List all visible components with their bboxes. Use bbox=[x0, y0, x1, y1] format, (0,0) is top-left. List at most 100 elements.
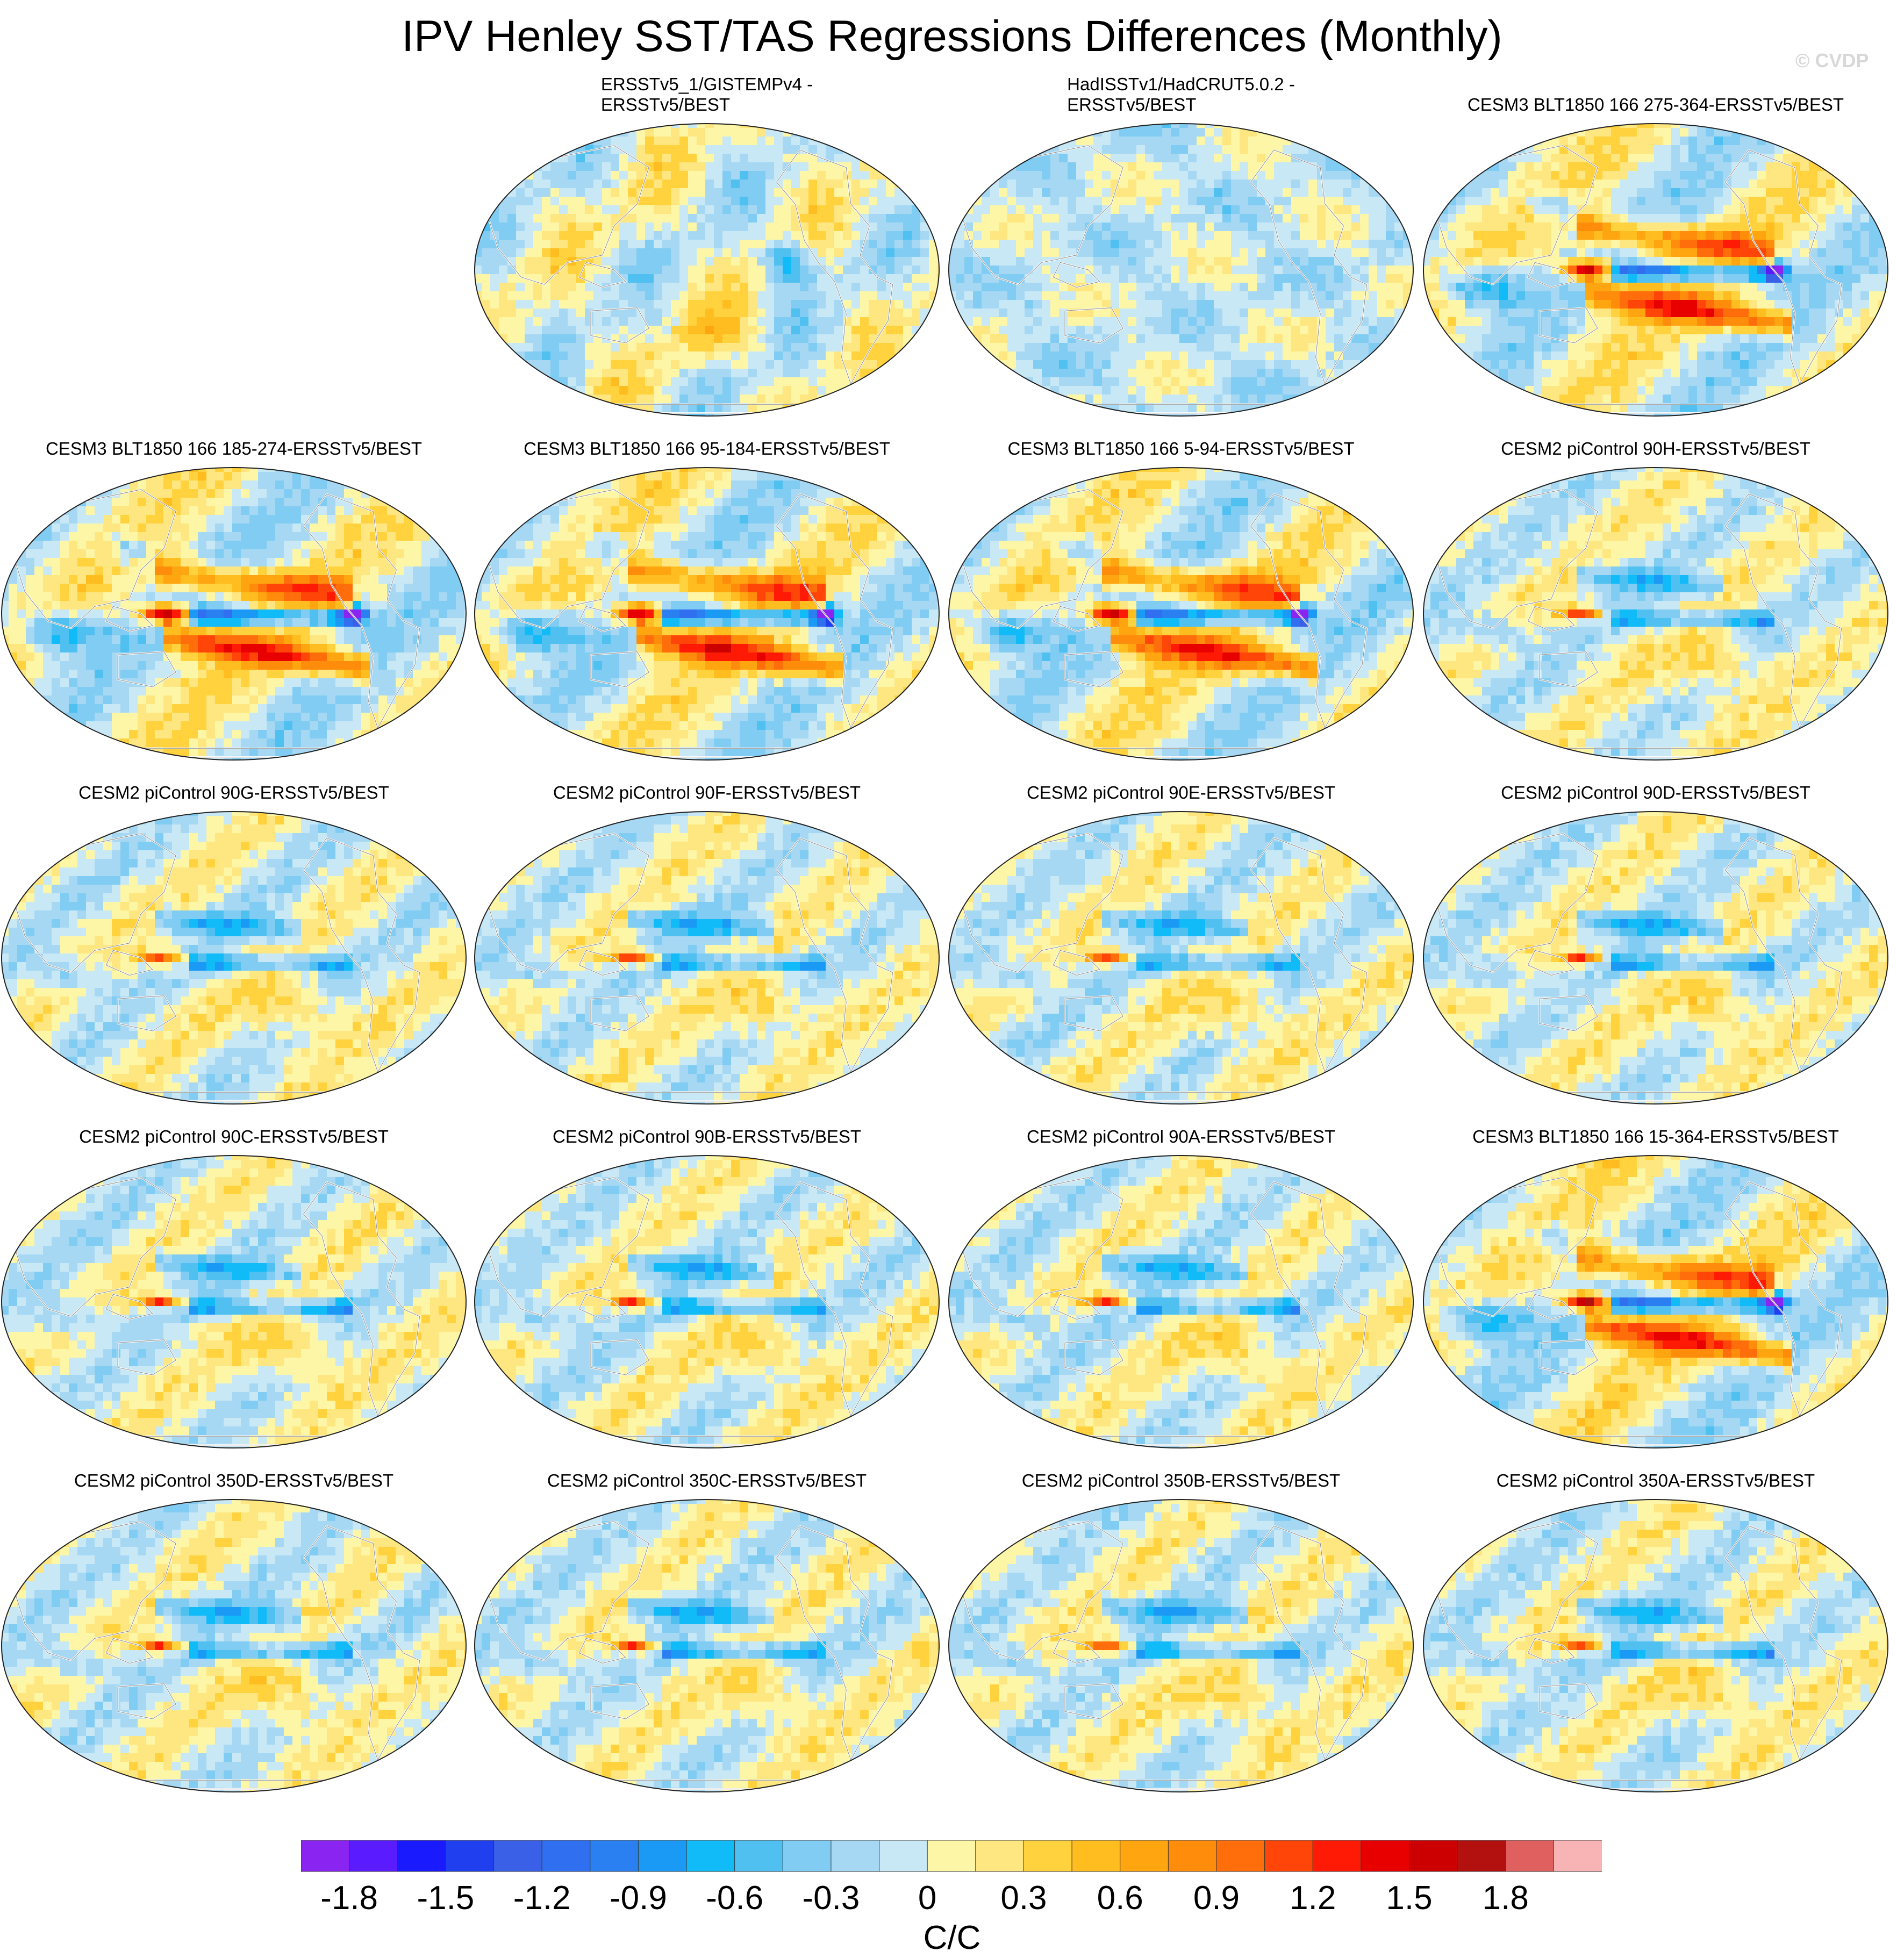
panel-title: CESM3 BLT1850 166 95-184-ERSSTv5/BEST bbox=[473, 425, 941, 459]
map-panel: ERSSTv5_1/GISTEMPv4 - ERSSTv5/BEST bbox=[473, 74, 941, 425]
figure-title: IPV Henley SST/TAS Regressions Differenc… bbox=[0, 10, 1904, 63]
colorbar-swatch bbox=[445, 1840, 495, 1872]
panel-title-text: CESM3 BLT1850 166 185-274-ERSSTv5/BEST bbox=[46, 439, 422, 459]
world-map bbox=[948, 467, 1414, 761]
world-map bbox=[1, 1499, 467, 1792]
panel-title: CESM3 BLT1850 166 15-364-ERSSTv5/BEST bbox=[1422, 1113, 1889, 1147]
panel-title: CESM2 piControl 90A-ERSSTv5/BEST bbox=[947, 1113, 1415, 1147]
panel-title: CESM2 piControl 90C-ERSSTv5/BEST bbox=[0, 1113, 468, 1147]
colorbar-swatch bbox=[686, 1840, 735, 1872]
map-panel: CESM3 BLT1850 166 15-364-ERSSTv5/BEST bbox=[1422, 1113, 1889, 1457]
panel-title: CESM2 piControl 350B-ERSSTv5/BEST bbox=[947, 1457, 1415, 1491]
panel-title: CESM2 piControl 350A-ERSSTv5/BEST bbox=[1422, 1457, 1889, 1491]
colorbar-swatch bbox=[879, 1840, 928, 1872]
panel-title-text: CESM2 piControl 90D-ERSSTv5/BEST bbox=[1501, 783, 1810, 803]
panel-title-text: CESM3 BLT1850 166 15-364-ERSSTv5/BEST bbox=[1472, 1127, 1839, 1147]
colorbar-tick-label: 0.3 bbox=[1000, 1879, 1047, 1917]
world-map bbox=[948, 811, 1414, 1104]
map-panel: CESM2 piControl 350D-ERSSTv5/BEST bbox=[0, 1457, 468, 1801]
colorbar bbox=[301, 1840, 1602, 1872]
panel-title: CESM3 BLT1850 166 5-94-ERSSTv5/BEST bbox=[947, 425, 1415, 459]
colorbar-swatch bbox=[1312, 1840, 1362, 1872]
colorbar-tick-label: -0.9 bbox=[610, 1879, 667, 1917]
colorbar-swatch bbox=[349, 1840, 398, 1872]
colorbar-tick-label: 1.2 bbox=[1290, 1879, 1336, 1917]
panel-title-text: CESM2 piControl 90B-ERSSTv5/BEST bbox=[553, 1127, 861, 1147]
world-map bbox=[948, 123, 1414, 417]
colorbar-swatch bbox=[1505, 1840, 1555, 1872]
world-map bbox=[948, 1499, 1414, 1792]
colorbar-tick-label: -0.3 bbox=[803, 1879, 860, 1917]
colorbar-swatch bbox=[1457, 1840, 1506, 1872]
colorbar-swatch bbox=[1023, 1840, 1073, 1872]
world-map bbox=[474, 811, 940, 1104]
map-panel: CESM2 piControl 350A-ERSSTv5/BEST bbox=[1422, 1457, 1889, 1801]
panel-title-text: CESM2 piControl 90C-ERSSTv5/BEST bbox=[79, 1127, 389, 1147]
world-map bbox=[1423, 811, 1888, 1104]
colorbar-swatch bbox=[301, 1840, 350, 1872]
colorbar-swatch bbox=[927, 1840, 976, 1872]
panel-title-text: CESM3 BLT1850 166 5-94-ERSSTv5/BEST bbox=[1007, 439, 1354, 459]
panel-title-text: CESM2 piControl 90H-ERSSTv5/BEST bbox=[1501, 439, 1810, 459]
colorbar-swatch bbox=[1553, 1840, 1602, 1872]
map-panel: CESM2 piControl 90F-ERSSTv5/BEST bbox=[473, 769, 941, 1113]
map-panel: CESM2 piControl 90G-ERSSTv5/BEST bbox=[0, 769, 468, 1113]
colorbar-tick-label: -1.8 bbox=[320, 1879, 378, 1917]
colorbar-swatch bbox=[734, 1840, 784, 1872]
map-panel: CESM2 piControl 350C-ERSSTv5/BEST bbox=[473, 1457, 941, 1801]
map-panel: CESM3 BLT1850 166 185-274-ERSSTv5/BEST bbox=[0, 425, 468, 769]
map-panel: CESM2 piControl 350B-ERSSTv5/BEST bbox=[947, 1457, 1415, 1801]
panel-title-text: CESM3 BLT1850 166 275-364-ERSSTv5/BEST bbox=[1468, 95, 1844, 115]
world-map bbox=[1423, 1155, 1888, 1448]
map-panel: CESM2 piControl 90H-ERSSTv5/BEST bbox=[1422, 425, 1889, 769]
colorbar-swatch bbox=[397, 1840, 446, 1872]
panel-title: CESM2 piControl 350C-ERSSTv5/BEST bbox=[473, 1457, 941, 1491]
colorbar-tick-label: -1.5 bbox=[417, 1879, 474, 1917]
panel-title-text: ERSSTv5_1/GISTEMPv4 - ERSSTv5/BEST bbox=[601, 74, 813, 115]
world-map bbox=[1423, 467, 1888, 761]
copyright-watermark: © CVDP bbox=[1795, 49, 1869, 72]
panel-title: CESM2 piControl 90G-ERSSTv5/BEST bbox=[0, 769, 468, 803]
colorbar-units: C/C bbox=[0, 1919, 1904, 1957]
world-map bbox=[948, 1155, 1414, 1448]
panel-title-text: CESM2 piControl 90G-ERSSTv5/BEST bbox=[78, 783, 389, 803]
map-panel: CESM2 piControl 90A-ERSSTv5/BEST bbox=[947, 1113, 1415, 1457]
world-map bbox=[474, 123, 940, 417]
panel-title-text: CESM2 piControl 350C-ERSSTv5/BEST bbox=[547, 1471, 867, 1491]
world-map bbox=[1423, 1499, 1888, 1792]
world-map bbox=[474, 1155, 940, 1448]
colorbar-tick-label: -1.2 bbox=[513, 1879, 571, 1917]
colorbar-tick-label: 1.8 bbox=[1483, 1879, 1529, 1917]
map-panel: CESM2 piControl 90D-ERSSTv5/BEST bbox=[1422, 769, 1889, 1113]
panel-title-text: CESM2 piControl 90A-ERSSTv5/BEST bbox=[1027, 1127, 1335, 1147]
panel-title-text: CESM3 BLT1850 166 95-184-ERSSTv5/BEST bbox=[524, 439, 890, 459]
panel-title-text: CESM2 piControl 350D-ERSSTv5/BEST bbox=[74, 1471, 393, 1491]
map-panel: CESM3 BLT1850 166 5-94-ERSSTv5/BEST bbox=[947, 425, 1415, 769]
panel-title-text: CESM2 piControl 350A-ERSSTv5/BEST bbox=[1497, 1471, 1815, 1491]
panel-title: CESM2 piControl 90B-ERSSTv5/BEST bbox=[473, 1113, 941, 1147]
panel-title: CESM3 BLT1850 166 275-364-ERSSTv5/BEST bbox=[1422, 81, 1889, 115]
map-panel: CESM2 piControl 90E-ERSSTv5/BEST bbox=[947, 769, 1415, 1113]
panel-title-text: CESM2 piControl 90E-ERSSTv5/BEST bbox=[1027, 783, 1335, 803]
colorbar-swatch bbox=[1071, 1840, 1121, 1872]
colorbar-tick-label: -0.6 bbox=[706, 1879, 763, 1917]
colorbar-tick-label: 1.5 bbox=[1386, 1879, 1432, 1917]
panel-title: HadISSTv1/HadCRUT5.0.2 - ERSSTv5/BEST bbox=[947, 74, 1415, 115]
colorbar-swatch bbox=[541, 1840, 591, 1872]
colorbar-tick-labels: -1.8 -1.5 -1.2 -0.9 -0.6 -0.3 0 0.3 0.6 0.9 1.2 1.5… bbox=[0, 1879, 1904, 1922]
panel-title-text: HadISSTv1/HadCRUT5.0.2 - ERSSTv5/BEST bbox=[1067, 74, 1295, 115]
map-panel: CESM2 piControl 90B-ERSSTv5/BEST bbox=[473, 1113, 941, 1457]
colorbar-swatch bbox=[1408, 1840, 1458, 1872]
panel-title-text: CESM2 piControl 90F-ERSSTv5/BEST bbox=[553, 783, 861, 803]
map-panel: HadISSTv1/HadCRUT5.0.2 - ERSSTv5/BEST bbox=[947, 74, 1415, 425]
world-map bbox=[1, 811, 467, 1104]
world-map bbox=[1, 467, 467, 761]
world-map bbox=[474, 467, 940, 761]
map-panel: CESM3 BLT1850 166 95-184-ERSSTv5/BEST bbox=[473, 425, 941, 769]
panel-title: CESM3 BLT1850 166 185-274-ERSSTv5/BEST bbox=[0, 425, 468, 459]
colorbar-swatch bbox=[1168, 1840, 1217, 1872]
colorbar-tick-label: 0 bbox=[918, 1879, 936, 1917]
panel-title: CESM2 piControl 350D-ERSSTv5/BEST bbox=[0, 1457, 468, 1491]
panel-title: CESM2 piControl 90E-ERSSTv5/BEST bbox=[947, 769, 1415, 803]
colorbar-swatch bbox=[975, 1840, 1025, 1872]
